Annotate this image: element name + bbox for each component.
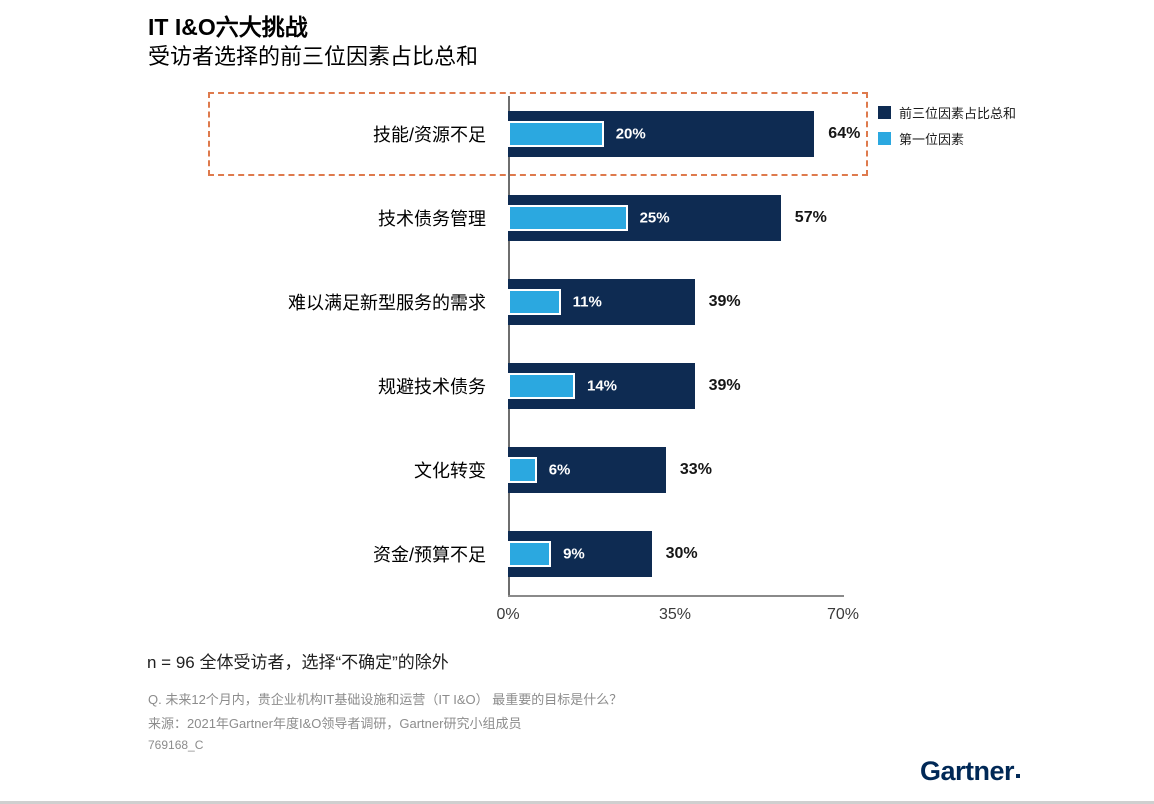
- first-factor-value-label: 9%: [563, 545, 585, 563]
- bar-group: 6% 33%: [508, 428, 1108, 512]
- category-label: 文化转变: [414, 461, 486, 481]
- title-block: IT I&O六大挑战 受访者选择的前三位因素占比总和: [148, 12, 478, 72]
- legend-swatch-top3: [878, 106, 891, 119]
- chart-subtitle: 受访者选择的前三位因素占比总和: [148, 44, 479, 69]
- bar-group: 25% 57%: [508, 176, 1108, 260]
- bar-first-factor: [508, 457, 537, 483]
- first-factor-value-label: 20%: [615, 125, 646, 143]
- source-note: 来源：2021年Gartner年度I&O领导者调研，Gartner研究小组成员: [148, 716, 522, 731]
- legend: 前三位因素占比总和 第一位因素: [878, 103, 1016, 155]
- bar-group: 11% 39%: [508, 260, 1108, 344]
- chart-row: 技能/资源不足 20% 64%: [148, 92, 1108, 176]
- first-factor-value-label: 25%: [639, 209, 670, 227]
- survey-question-note: Q. 未来12个月内，贵企业机构IT基础设施和运营（IT I&O） 最重要的目标…: [148, 692, 623, 707]
- gartner-logo-text: Gartner: [920, 756, 1015, 786]
- y-axis-line: [508, 96, 510, 596]
- legend-label-top3: 前三位因素占比总和: [899, 106, 1017, 121]
- bar-first-factor: [508, 541, 552, 567]
- x-tick-0: 0%: [496, 606, 520, 623]
- first-factor-value-label: 6%: [548, 461, 571, 479]
- legend-item-top3: 前三位因素占比总和: [878, 103, 1016, 122]
- bar-group: 20% 64%: [508, 92, 1108, 176]
- legend-swatch-first: [878, 132, 891, 145]
- chart-row: 规避技术债务 14% 39%: [148, 344, 1108, 428]
- bar-first-factor: [508, 373, 575, 399]
- top3-sum-value-label: 33%: [679, 461, 712, 478]
- category-label: 资金/预算不足: [372, 545, 486, 565]
- chart-row: 技术债务管理 25% 57%: [148, 176, 1108, 260]
- bar-chart: 技能/资源不足 20% 64% 技术债务管理 25% 57% 难以满足新型服务的需求 11% 3…: [148, 92, 1108, 596]
- x-tick-70: 70%: [826, 606, 860, 623]
- category-label: 难以满足新型服务的需求: [288, 293, 486, 313]
- top3-sum-value-label: 39%: [708, 377, 741, 394]
- top3-sum-value-label: 39%: [708, 293, 741, 310]
- highlight-box: [208, 92, 868, 176]
- x-tick-35: 35%: [658, 606, 692, 623]
- chart-row: 难以满足新型服务的需求 11% 39%: [148, 260, 1108, 344]
- bar-first-factor: [508, 205, 628, 231]
- top3-sum-value-label: 57%: [794, 209, 827, 226]
- top3-sum-value-label: 30%: [665, 545, 698, 562]
- bar-first-factor: [508, 289, 561, 315]
- bar-first-factor: [508, 121, 604, 147]
- category-label: 技能/资源不足: [372, 125, 486, 145]
- bar-group: 9% 30%: [508, 512, 1108, 596]
- chart-row: 资金/预算不足 9% 30%: [148, 512, 1108, 596]
- sample-size-note: n = 96 全体受访者，选择“不确定”的除外: [147, 653, 449, 672]
- chart-title: IT I&O六大挑战: [148, 14, 308, 40]
- first-factor-value-label: 14%: [587, 377, 618, 395]
- category-label: 规避技术债务: [378, 377, 486, 397]
- bottom-divider: [0, 801, 1154, 804]
- gartner-logo: Gartner: [920, 756, 1021, 787]
- top3-sum-value-label: 64%: [828, 125, 861, 142]
- category-label: 技术债务管理: [378, 209, 486, 229]
- registered-mark-icon: [1016, 774, 1021, 778]
- document-id: 769168_C: [148, 738, 204, 752]
- legend-item-first: 第一位因素: [878, 129, 1016, 148]
- x-axis-line: [508, 595, 844, 597]
- chart-row: 文化转变 6% 33%: [148, 428, 1108, 512]
- bar-group: 14% 39%: [508, 344, 1108, 428]
- first-factor-value-label: 11%: [572, 293, 602, 311]
- legend-label-first: 第一位因素: [899, 132, 965, 147]
